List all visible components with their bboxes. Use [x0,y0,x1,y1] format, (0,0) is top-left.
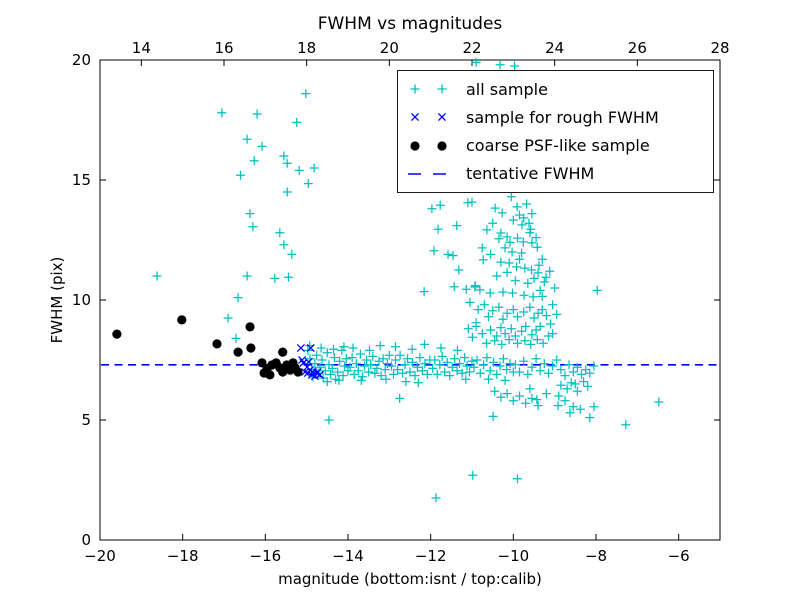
x-top-tick-label: 16 [214,39,233,57]
y-tick-label: 10 [72,291,91,309]
legend-label: sample for rough FWHM [466,107,659,127]
rough-fwhm-points [296,343,324,381]
psf-point [112,329,122,339]
x-top-tick-label: 22 [462,39,481,57]
plus-glyph [410,84,447,94]
all-sample-points [152,57,664,503]
cross-marker-icon [410,113,447,122]
y-tick-label: 0 [81,531,91,549]
x-top-tick-label: 28 [710,39,729,57]
axes-frame: −20 −18 −16 −14 −12 −10 −8 −6 14 16 18 20 22 24 26 28 0 5… [72,39,730,565]
psf-point [245,322,255,332]
dashed-line-icon [408,173,450,175]
psf-point [293,367,303,377]
psf-point [233,347,243,357]
dot-glyph [437,141,447,151]
psf-point [265,370,275,380]
psf-point [212,339,222,349]
x-top-tick-label: 24 [545,39,564,57]
psf-sample-points [112,315,303,380]
x-tick-label: −18 [167,547,199,565]
psf-point [278,367,288,377]
dot-glyph [410,141,420,151]
psf-point [278,347,288,357]
y-tick-label: 5 [81,411,91,429]
x-tick-label: −20 [84,547,116,565]
x-top-tick-label: 18 [297,39,316,57]
legend-label: coarse PSF-like sample [466,136,650,156]
legend-entry-rough-fwhm: sample for rough FWHM [406,104,713,130]
x-tick-label: −14 [332,547,364,565]
x-tick-label: −8 [585,547,607,565]
x-top-tick-label: 14 [132,39,151,57]
legend-entry-psf-sample: coarse PSF-like sample [406,133,713,159]
y-axis-label: FWHM (pix) [48,257,66,344]
legend-box: all sample sample for rough FWHM coarse … [397,70,714,193]
cross-glyph [410,113,447,122]
legend-entry-tentative-fwhm: tentative FWHM [406,161,713,187]
y-tick-label: 20 [72,51,91,69]
y-tick-label: 15 [72,171,91,189]
x-tick-label: −10 [498,547,530,565]
legend-label: tentative FWHM [466,164,595,184]
psf-point [246,343,256,353]
x-tick-label: −6 [668,547,690,565]
legend-label: all sample [466,79,548,99]
x-tick-label: −12 [415,547,447,565]
plot-data [101,57,719,503]
legend-entry-all-sample: all sample [406,76,713,102]
x-top-tick-label: 26 [628,39,647,57]
dot-marker-icon [410,141,447,151]
psf-point [177,315,187,325]
plus-marker-icon [410,84,447,94]
x-axis-label: magnitude (bottom:isnt / top:calib) [278,570,542,588]
x-tick-label: −16 [250,547,282,565]
x-top-tick-label: 20 [380,39,399,57]
chart-title: FWHM vs magnitudes [318,14,503,34]
